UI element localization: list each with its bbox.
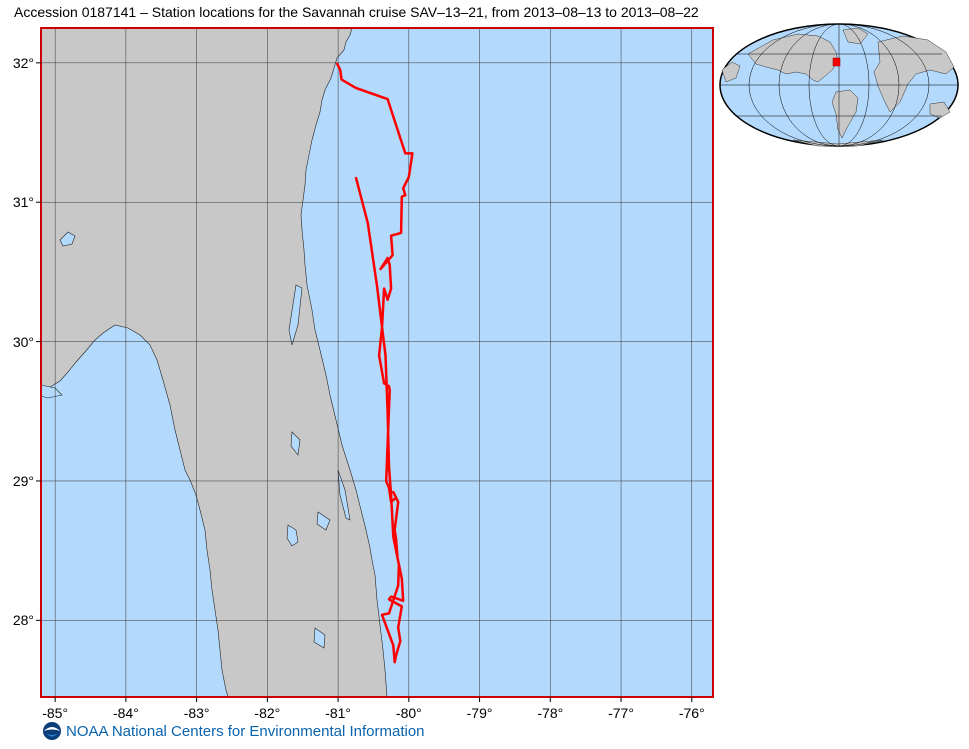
- globe-land-north-america: [747, 33, 839, 83]
- graticule: [41, 28, 713, 697]
- cruise-track-layer: [335, 62, 414, 664]
- lagoon: [288, 284, 303, 346]
- x-tick-label: -78°: [537, 705, 564, 721]
- globe-graticule: [720, 23, 958, 147]
- globe-land-greenland: [842, 27, 869, 45]
- land-mass: [41, 28, 388, 697]
- y-tick-label: 28°: [12, 612, 34, 629]
- globe-land-australia: [929, 101, 951, 119]
- tick-marks: [36, 62, 693, 702]
- globe-land-south-america: [831, 89, 859, 139]
- locator-globe: [719, 23, 959, 147]
- lake-inland: [290, 431, 301, 456]
- lake-inland: [59, 231, 76, 247]
- globe-land-africa-eurasia: [873, 35, 955, 113]
- lake-inland: [286, 524, 299, 547]
- y-tick-label: 32°: [12, 54, 34, 71]
- map-frame: [40, 27, 714, 698]
- noaa-credit: NOAA National Centers for Environmental …: [42, 721, 425, 741]
- y-tick-label: 29°: [12, 472, 34, 489]
- globe-location-marker: [832, 57, 841, 67]
- credit-text: NOAA National Centers for Environmental …: [66, 722, 425, 740]
- noaa-logo-icon: [43, 722, 61, 740]
- x-tick-label: -82°: [254, 705, 281, 721]
- x-tick-label: -79°: [466, 705, 493, 721]
- x-tick-label: -81°: [325, 705, 352, 721]
- lake-inland: [313, 627, 326, 649]
- x-tick-label: -83°: [183, 705, 210, 721]
- map-title: Accession 0187141 – Station locations fo…: [14, 4, 699, 20]
- globe-land-asia-west: [721, 61, 741, 83]
- y-tick-label: 30°: [12, 333, 34, 350]
- x-tick-label: -77°: [608, 705, 634, 721]
- y-tick-label: 31°: [12, 194, 34, 211]
- x-tick-label: -84°: [112, 705, 139, 721]
- x-tick-label: -80°: [395, 705, 422, 721]
- lagoon: [337, 469, 351, 521]
- x-tick-label: -76°: [678, 705, 705, 721]
- cruise-track-line: [335, 62, 414, 664]
- lake-inland: [316, 511, 331, 531]
- x-tick-label: -85°: [42, 705, 69, 721]
